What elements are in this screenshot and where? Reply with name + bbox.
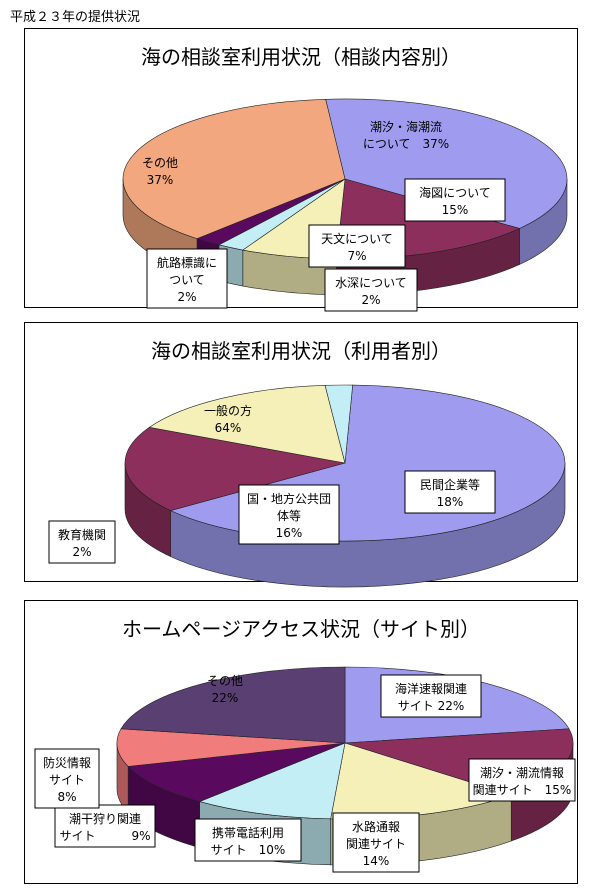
pie-slice bbox=[198, 742, 346, 820]
slice-label-text: 防災情報 bbox=[43, 755, 91, 770]
label-box bbox=[238, 484, 340, 545]
slice-label-text: 7% bbox=[347, 249, 366, 263]
pie-slice bbox=[122, 98, 346, 239]
slice-label-text: サイト 9% bbox=[59, 829, 150, 843]
pie-slice bbox=[116, 728, 346, 767]
label-box bbox=[308, 224, 406, 268]
slice-label-text: 8% bbox=[57, 790, 76, 804]
slice-label: 民間企業等 18% bbox=[404, 470, 496, 514]
slice-label-text: 22% bbox=[212, 691, 239, 705]
slice-label: 教育機関 2% bbox=[48, 520, 116, 564]
label-box bbox=[404, 470, 496, 514]
slice-label-text: 海洋速報関連 bbox=[395, 681, 467, 696]
pie-slice bbox=[120, 666, 346, 744]
slice-label: 水深について 2% bbox=[324, 268, 418, 312]
label-box bbox=[380, 674, 482, 718]
slice-label-text: 国・地方公共団 bbox=[247, 491, 331, 506]
slice-label-text: ついて bbox=[169, 273, 205, 287]
slice-label-text: サイト 22% bbox=[398, 699, 465, 713]
slice-label-text: 体等 bbox=[277, 509, 301, 523]
slice-label-text: 潮汐・潮流情報 bbox=[480, 765, 564, 780]
slice-label-text: 14% bbox=[363, 854, 390, 868]
slice-label-text: 民間企業等 bbox=[420, 477, 480, 492]
slice-label-text: 16% bbox=[276, 526, 303, 540]
chart-title: 海の相談室利用状況（相談内容別） bbox=[141, 45, 461, 69]
chart-consultation-content: 海の相談室利用状況（相談内容別） 潮汐・海潮流 について 37% 海図について 15%… bbox=[24, 28, 578, 312]
pie-slice bbox=[124, 427, 346, 511]
slice-label-text: 2% bbox=[72, 545, 91, 559]
label-box bbox=[324, 268, 418, 312]
label-box bbox=[468, 758, 576, 802]
slice-label-text: 15% bbox=[442, 203, 469, 217]
label-box bbox=[332, 812, 420, 873]
slice-label-text: サイト 10% bbox=[211, 843, 286, 857]
label-box bbox=[48, 520, 116, 564]
slice-label-text: 18% bbox=[437, 495, 464, 509]
slice-label-text: 37% bbox=[147, 173, 174, 187]
slice-label-text: 携帯電話利用 bbox=[212, 825, 284, 840]
slice-label-text: 一般の方 bbox=[204, 403, 252, 418]
slice-label-text: その他 bbox=[207, 674, 243, 688]
label-box bbox=[194, 818, 302, 862]
slice-label-text: 関連サイト 15% bbox=[473, 783, 572, 797]
slice-label-text: 2% bbox=[361, 293, 380, 307]
slice-label-text: 関連サイト bbox=[346, 837, 406, 851]
slice-label-text: 潮汐・海潮流 bbox=[370, 119, 442, 134]
slice-label-text: 潮干狩り関連 bbox=[69, 811, 141, 826]
slice-label: 海図について 15% bbox=[404, 178, 506, 222]
slice-label-text: 教育機関 bbox=[58, 527, 106, 542]
chart-homepage-access: ホームページアクセス状況（サイト別） 海洋速報関連 サイト 22% 潮汐・潮流情報関… bbox=[24, 600, 578, 884]
page-title: 平成２３年の提供状況 bbox=[10, 10, 141, 25]
slice-label-text: その他 bbox=[142, 156, 178, 170]
pie-slice bbox=[148, 385, 346, 464]
slice-label-text: 航路標識に bbox=[157, 255, 217, 270]
slice-label-text: 64% bbox=[215, 421, 242, 435]
slice-label-text: について 37% bbox=[363, 137, 449, 151]
pie-slice bbox=[127, 742, 346, 802]
label-box bbox=[404, 178, 506, 222]
slice-label-text: 天文について bbox=[321, 231, 393, 246]
slice-label: その他 22% bbox=[207, 674, 243, 705]
slice-label: 天文について 7% bbox=[308, 224, 406, 268]
slice-label-text: サイト bbox=[49, 773, 85, 787]
label-box bbox=[54, 804, 156, 848]
chart-title: ホームページアクセス状況（サイト別） bbox=[122, 617, 480, 641]
slice-label: その他 37% bbox=[142, 156, 178, 187]
slice-label-text: 水深について bbox=[335, 276, 407, 290]
slice-label-text: 2% bbox=[177, 290, 196, 304]
label-box bbox=[146, 248, 228, 309]
slice-label-text: 海図について bbox=[419, 185, 491, 200]
chart-consultation-users: 海の相談室利用状況（利用者別） 一般の方 64% 民間企業等 18% 国・地方公共団 体等… bbox=[24, 322, 578, 588]
chart-title: 海の相談室利用状況（利用者別） bbox=[151, 339, 451, 363]
pie-tops bbox=[124, 384, 566, 542]
slice-label: 一般の方 64% bbox=[204, 403, 252, 435]
label-box bbox=[34, 748, 100, 809]
slice-label-text: 水路通報 bbox=[352, 819, 400, 834]
pie-slice bbox=[325, 98, 568, 229]
pie-slice bbox=[324, 384, 354, 464]
